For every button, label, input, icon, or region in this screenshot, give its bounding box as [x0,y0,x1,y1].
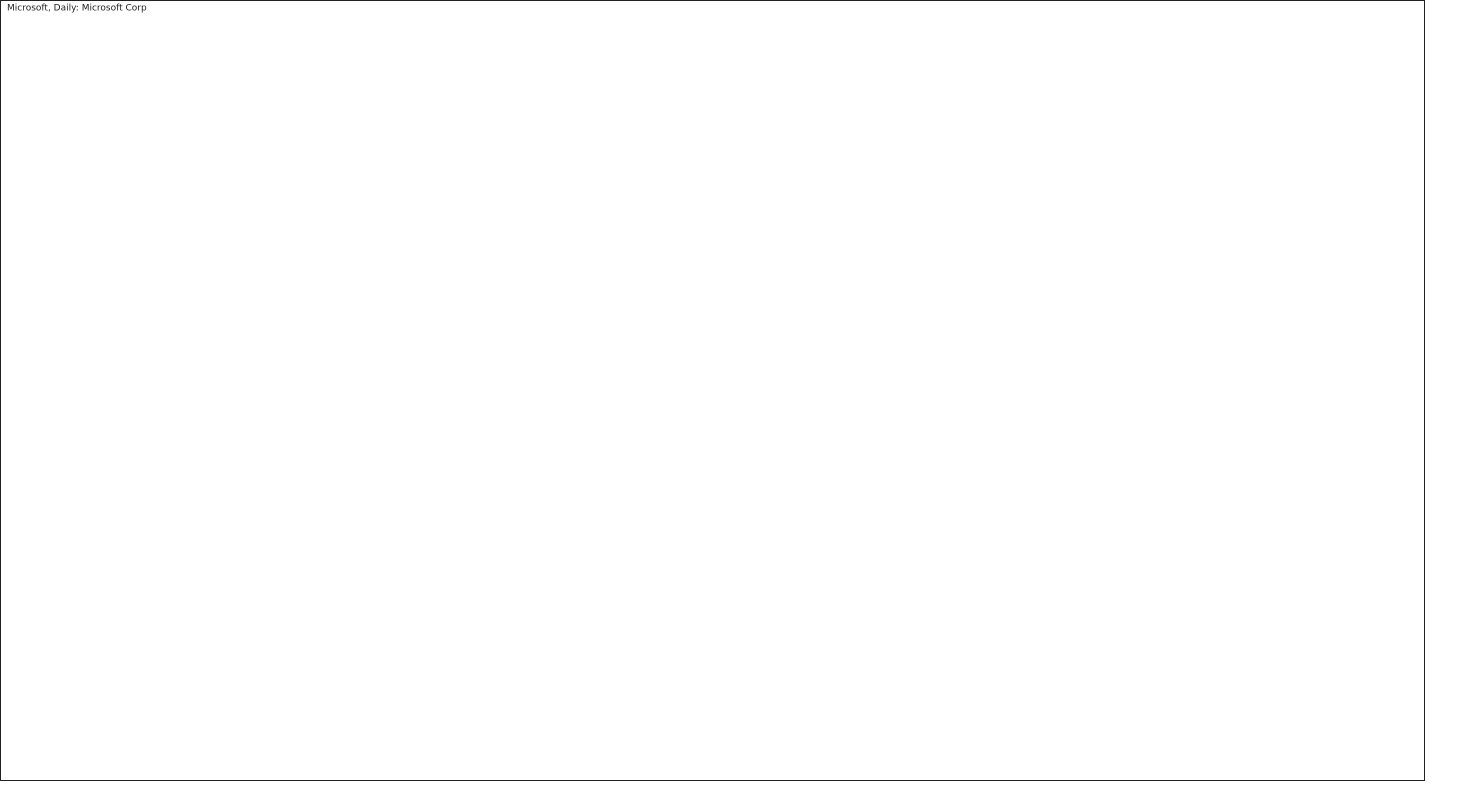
plot-border [0,0,1425,781]
chart-title: Microsoft, Daily: Microsoft Corp [7,4,147,14]
